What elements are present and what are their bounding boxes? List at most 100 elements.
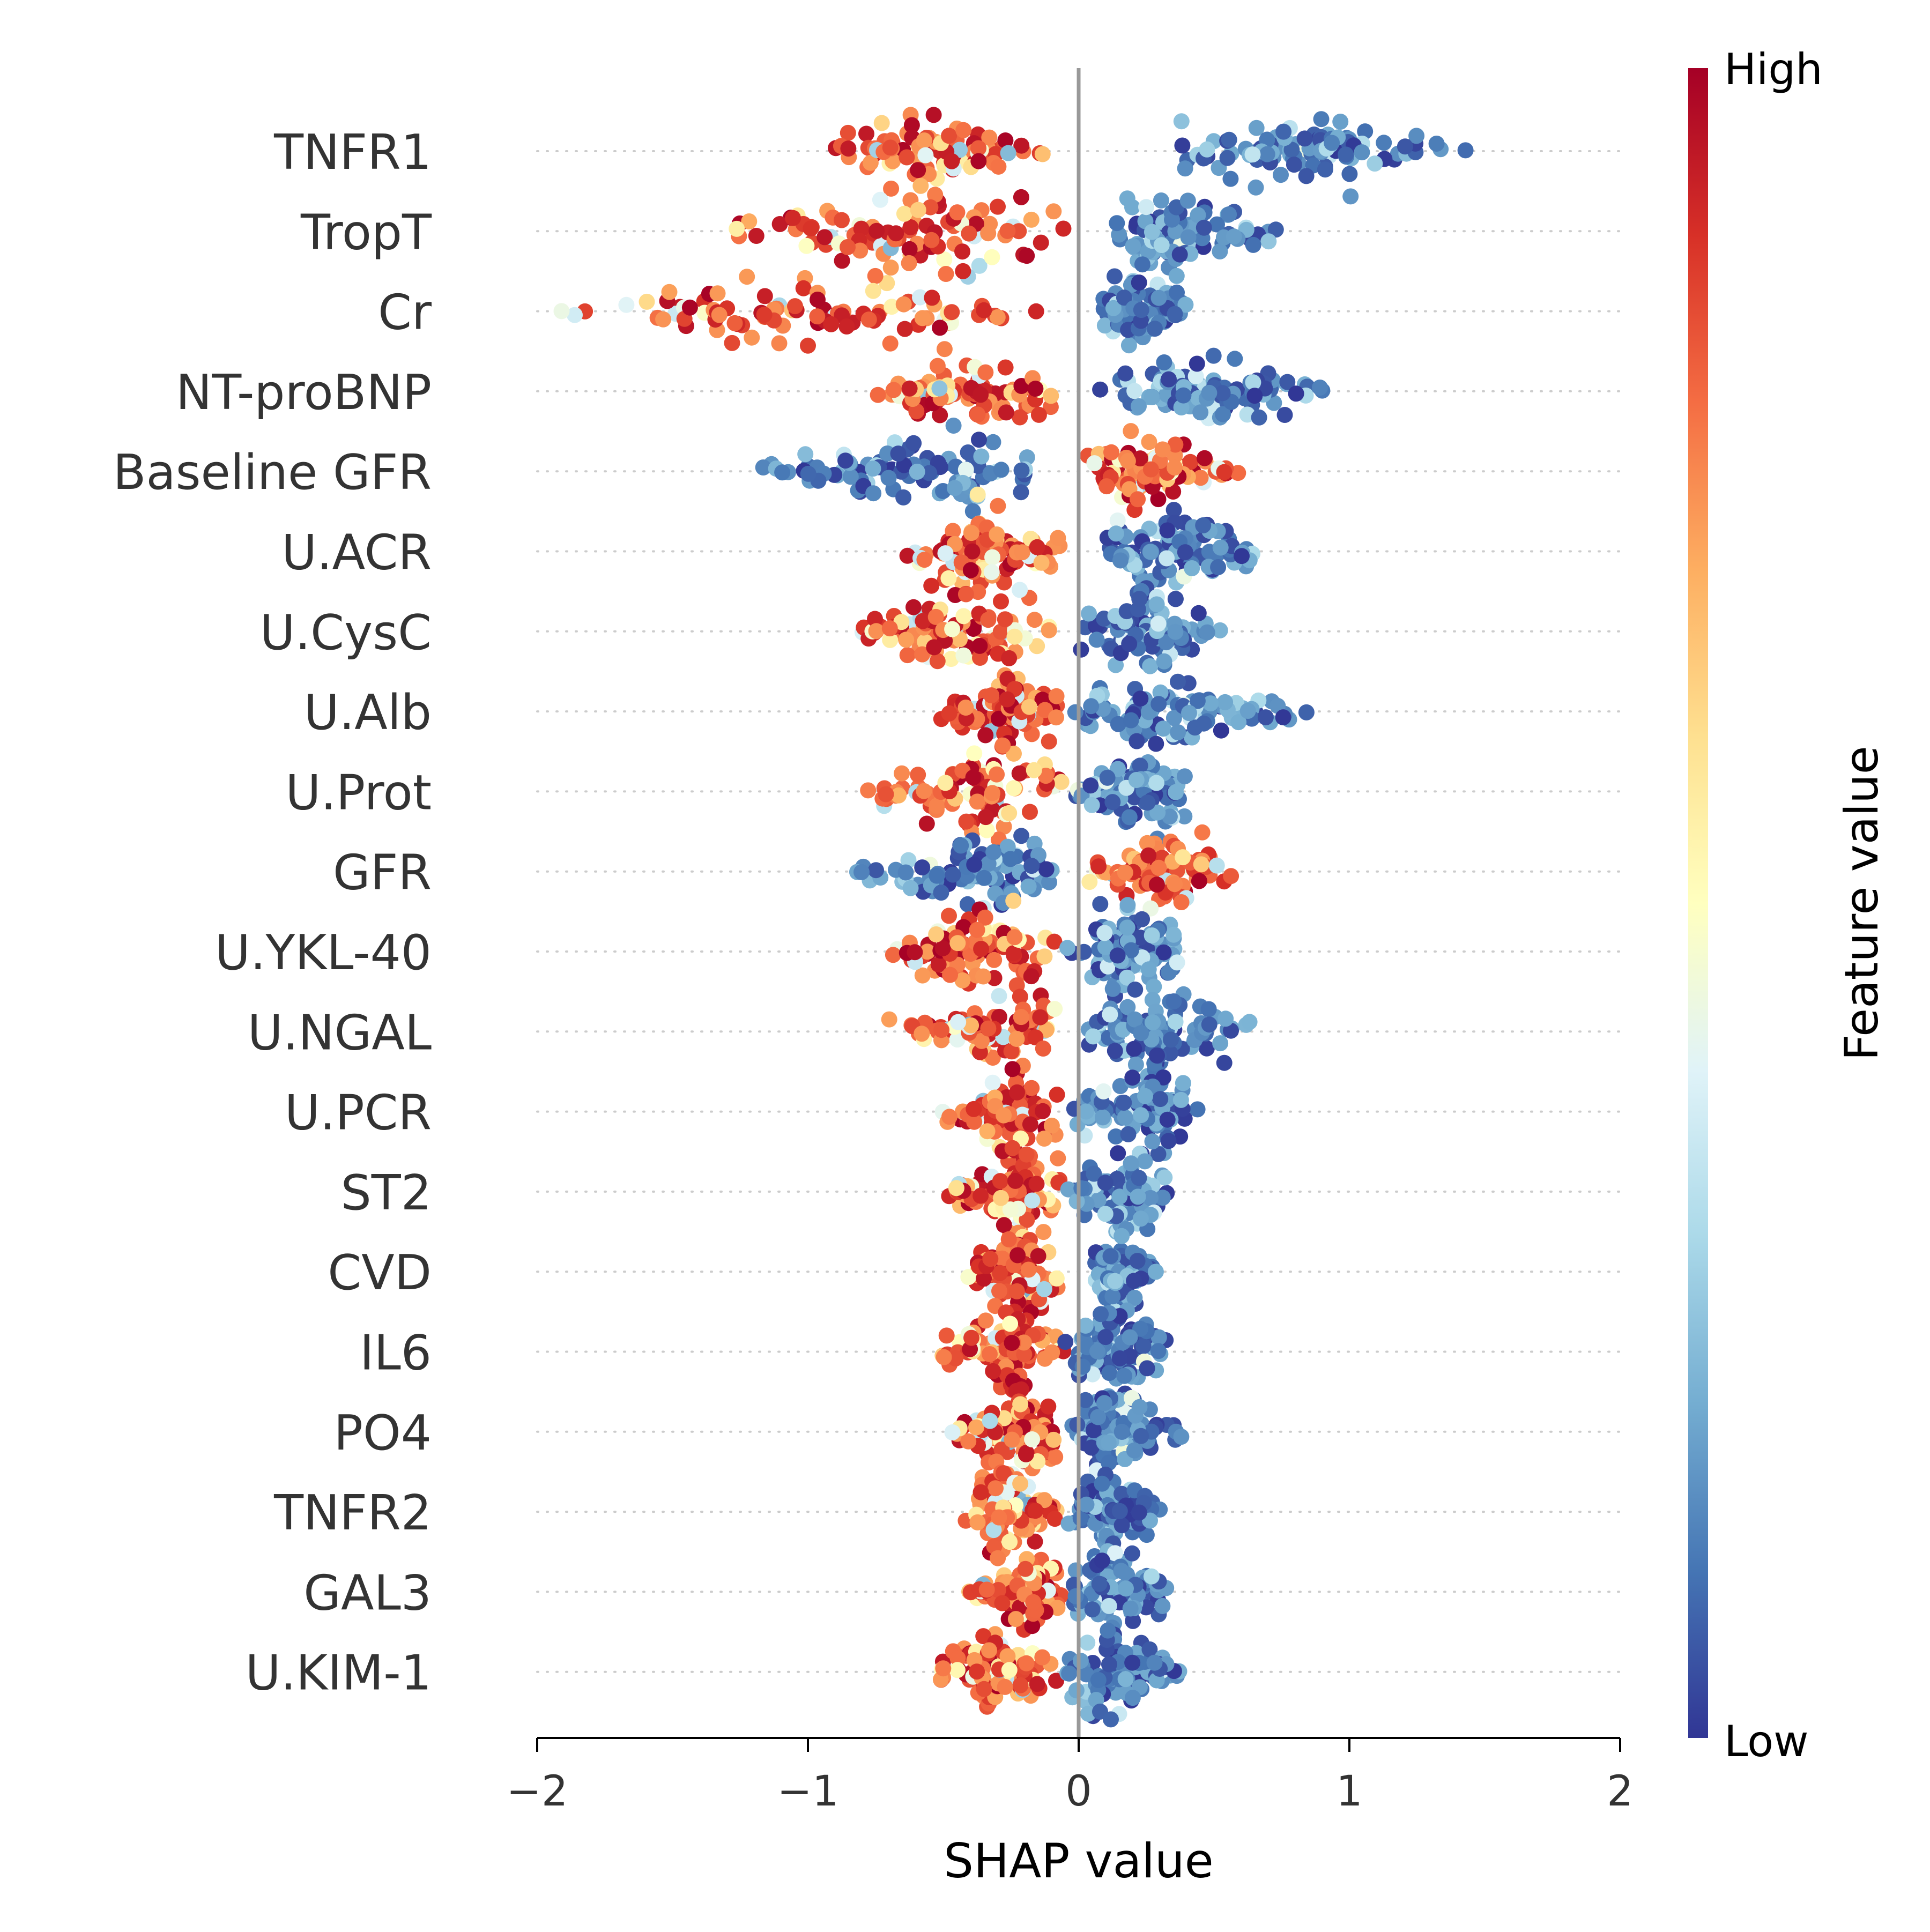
shap-point [1133,1025,1149,1042]
shap-point [1137,1153,1153,1170]
shap-point [1189,1101,1206,1118]
shap-point [976,1270,992,1287]
shap-point [1113,1563,1130,1579]
shap-point [1144,224,1160,240]
shap-point [860,782,877,799]
shap-point [997,1678,1013,1695]
shap-point [996,819,1012,835]
shap-point [884,299,900,315]
shap-point [1101,1656,1117,1673]
shap-point [1080,1705,1096,1722]
shap-point [984,785,1000,801]
shap-point [1013,1381,1029,1398]
shap-point [1132,690,1149,707]
shap-point [1214,385,1231,402]
shap-point [905,435,922,451]
shap-point [991,1509,1007,1526]
shap-point [748,228,764,244]
shap-point [618,296,635,313]
shap-point [1124,1545,1140,1562]
shap-point [1144,389,1160,405]
shap-point [1210,559,1227,575]
shap-point [1013,189,1029,205]
shap-point [1001,650,1018,666]
shap-point [1018,1655,1035,1671]
shap-point [919,943,936,960]
feature-points-tnfr2 [957,1453,1168,1566]
shap-point [1119,897,1136,913]
shap-point [977,364,994,381]
shap-point [1198,1040,1215,1057]
shap-point [907,944,923,961]
feature-label-baseline-gfr: Baseline GFR [113,444,432,501]
shap-point [966,1113,983,1130]
shap-point [972,650,988,666]
shap-point [1170,673,1186,690]
shap-point [985,434,1001,450]
shap-point [1176,768,1193,785]
shap-point [1155,1069,1171,1086]
shap-point [726,315,743,331]
shap-point [756,307,773,323]
shap-point [1160,1133,1177,1149]
shap-point [929,358,946,374]
shap-point [1025,1594,1042,1610]
shap-point [901,255,917,271]
shap-point [1108,525,1124,542]
shap-point [960,1269,977,1285]
shap-point [963,525,979,541]
shap-point [1078,1103,1094,1120]
shap-point [899,149,915,166]
shap-point [816,229,833,246]
shap-point [921,465,938,481]
shap-point [1023,211,1040,228]
shap-point [1175,1075,1191,1091]
feature-points-gfr [849,824,1239,917]
shap-point [1167,459,1183,476]
shap-point [971,432,987,448]
feature-label-tnfr2: TNFR2 [273,1485,432,1541]
shap-point [1135,1338,1152,1355]
shap-point [1012,1677,1029,1693]
shap-point [984,1074,1001,1091]
shap-point [1173,894,1190,910]
feature-label-u-ykl-40: U.YKL-40 [215,925,432,981]
shap-point [971,637,988,654]
shap-point [1077,1317,1094,1334]
shap-point [1167,436,1184,453]
shap-point [923,577,940,594]
shap-point [1408,128,1425,144]
shap-point [912,177,929,194]
shap-point [1126,1011,1143,1028]
shap-point [894,765,910,782]
shap-point [1142,461,1159,478]
shap-point [879,275,895,292]
shap-point [942,967,959,983]
shap-point [989,526,1005,543]
shap-point [1078,1496,1095,1513]
shap-point [1202,695,1219,712]
shap-point [901,380,918,397]
shap-point [1024,1431,1041,1447]
shap-point [929,798,945,814]
shap-point [1166,710,1182,726]
shap-point [996,1107,1012,1124]
shap-point [910,202,926,218]
shap-point [1111,1188,1128,1205]
shap-point [1227,351,1243,367]
shap-point [1126,1289,1143,1306]
shap-point [1123,712,1139,729]
colorbar-title: Feature value [1835,746,1889,1060]
shap-point [1142,544,1159,560]
shap-point [1078,1666,1095,1683]
shap-point [1038,861,1055,878]
shap-point [1357,123,1374,140]
shap-point [1153,237,1170,254]
shap-point [1101,1365,1118,1381]
shap-point [981,129,998,146]
feature-label-st2: ST2 [341,1165,432,1221]
shap-point [978,1581,995,1598]
shap-point [917,147,934,164]
shap-point [1133,1428,1149,1444]
shap-point [1175,849,1191,866]
